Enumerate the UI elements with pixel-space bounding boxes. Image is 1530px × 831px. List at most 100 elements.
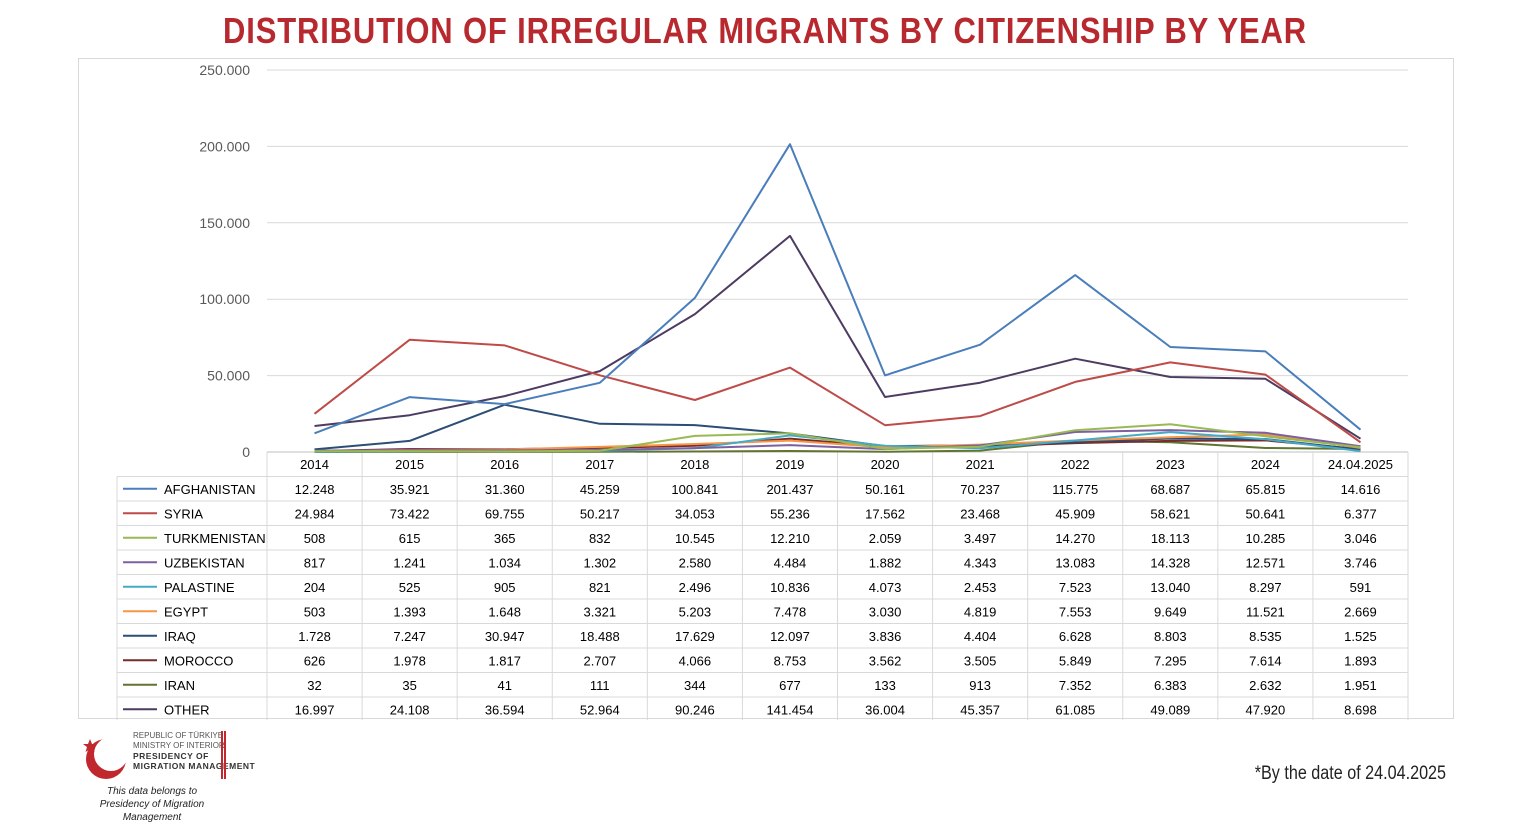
data-table-cell: 73.422 — [390, 506, 430, 521]
data-table-cell: 6.628 — [1059, 629, 1092, 644]
data-table-cell: 90.246 — [675, 702, 715, 717]
data-table-cell: 45.909 — [1055, 506, 1095, 521]
data-table-cell: 821 — [589, 580, 611, 595]
data-table-cell: 4.343 — [964, 555, 997, 570]
data-table-cell: 14.270 — [1055, 531, 1095, 546]
data-table-cell: 6.383 — [1154, 678, 1187, 693]
data-table-cell: 913 — [969, 678, 991, 693]
data-table-cell: 7.478 — [774, 604, 807, 619]
data-table-cell: 344 — [684, 678, 706, 693]
x-tick-label: 2016 — [490, 457, 519, 472]
data-table-cell: 7.295 — [1154, 653, 1187, 668]
x-tick-label: 2017 — [585, 457, 614, 472]
data-table-cell: 30.947 — [485, 629, 525, 644]
series-line-other — [314, 234, 1362, 440]
data-table-cell: 35 — [402, 678, 416, 693]
data-table-cell: 591 — [1350, 580, 1372, 595]
data-table-cell: 1.893 — [1344, 653, 1377, 668]
data-table-cell: 8.297 — [1249, 580, 1282, 595]
data-table-cell: 31.360 — [485, 482, 525, 497]
data-table-cell: 17.562 — [865, 506, 905, 521]
data-table-cell: 4.066 — [679, 653, 712, 668]
chart-frame: 0 50.000 100.000 150.000 200.000 250.000 2014 2… — [78, 58, 1454, 720]
y-tick-label: 150.000 — [199, 215, 250, 231]
series-line-turkmenistan — [314, 423, 1361, 453]
x-tick-label: 2021 — [966, 457, 995, 472]
x-tick-label: 2024 — [1251, 457, 1280, 472]
data-table-cell: 45.259 — [580, 482, 620, 497]
data-table-cell: 9.649 — [1154, 604, 1187, 619]
data-table-cell: 1.525 — [1344, 629, 1377, 644]
y-tick-label: 200.000 — [199, 138, 250, 154]
x-tick-label: 2023 — [1156, 457, 1185, 472]
data-table-cell: 1.882 — [869, 555, 902, 570]
data-table-cell: 47.920 — [1245, 702, 1285, 717]
data-table-cell: 3.030 — [869, 604, 902, 619]
data-table-cell: 1.241 — [393, 555, 426, 570]
data-table-cell: 35.921 — [390, 482, 430, 497]
data-table-cell: 13.040 — [1150, 580, 1190, 595]
y-tick-label: 50.000 — [207, 368, 250, 384]
data-table-cell: 5.203 — [679, 604, 712, 619]
data-table-cell: 23.468 — [960, 506, 1000, 521]
data-owner-note: This data belongs to Presidency of Migra… — [78, 785, 226, 824]
data-table-cell: 5.849 — [1059, 653, 1092, 668]
footnote: *By the date of 24.04.2025 — [1254, 763, 1446, 784]
data-table-cell: 8.535 — [1249, 629, 1282, 644]
x-tick-label: 2015 — [395, 457, 424, 472]
y-tick-label: 250.000 — [199, 62, 250, 78]
data-table-cell: 626 — [304, 653, 326, 668]
series-line-afghanistan — [314, 143, 1362, 435]
data-table-cell: 50.217 — [580, 506, 620, 521]
series-line-syria — [313, 338, 1362, 444]
data-table-cell: 2.632 — [1249, 678, 1282, 693]
data-table-cell: 100.841 — [671, 482, 718, 497]
data-table-cell: 3.321 — [584, 604, 617, 619]
data-table-cell: 133 — [874, 678, 896, 693]
y-tick-label: 100.000 — [199, 291, 250, 307]
crescent-star-logo-icon — [83, 737, 128, 779]
data-table-cell: 70.237 — [960, 482, 1000, 497]
data-table-cell: 1.034 — [488, 555, 521, 570]
data-table-cell: 16.997 — [295, 702, 335, 717]
data-table-cell: 49.089 — [1150, 702, 1190, 717]
data-table-cell: 2.496 — [679, 580, 712, 595]
data-table-cell: 14.616 — [1341, 482, 1381, 497]
data-table-cell: 4.484 — [774, 555, 807, 570]
logo-line-1: REPUBLIC OF TÜRKIYE — [133, 731, 224, 740]
data-table-cell: 3.505 — [964, 653, 997, 668]
legend-label: MOROCCO — [164, 653, 233, 668]
data-table-cell: 10.545 — [675, 531, 715, 546]
data-table-cell: 55.236 — [770, 506, 810, 521]
data-table-cell: 52.964 — [580, 702, 620, 717]
data-table-cell: 65.815 — [1245, 482, 1285, 497]
legend-label: IRAQ — [164, 629, 196, 644]
legend-label: TURKMENISTAN — [164, 531, 266, 546]
data-table-cell: 677 — [779, 678, 801, 693]
data-table-cell: 12.097 — [770, 629, 810, 644]
data-table-cell: 24.108 — [390, 702, 430, 717]
data-table-cell: 58.621 — [1150, 506, 1190, 521]
data-table-cell: 8.803 — [1154, 629, 1187, 644]
data-table-cell: 7.553 — [1059, 604, 1092, 619]
data-table-cell: 7.247 — [393, 629, 426, 644]
x-tick-label: 2018 — [680, 457, 709, 472]
x-tick-label: 2022 — [1061, 457, 1090, 472]
data-table-cell: 36.004 — [865, 702, 905, 717]
data-table-cell: 2.580 — [679, 555, 712, 570]
page-title: DISTRIBUTION OF IRREGULAR MIGRANTS BY CI… — [223, 10, 1307, 51]
data-table-cell: 2.059 — [869, 531, 902, 546]
data-table-cell: 3.562 — [869, 653, 902, 668]
data-table-cell: 50.161 — [865, 482, 905, 497]
data-table-cell: 2.707 — [584, 653, 617, 668]
data-table-cell: 6.377 — [1344, 506, 1377, 521]
data-table-cell: 905 — [494, 580, 516, 595]
data-table-cell: 4.073 — [869, 580, 902, 595]
data-table-cell: 3.836 — [869, 629, 902, 644]
x-tick-label: 2019 — [775, 457, 804, 472]
data-table-cell: 4.819 — [964, 604, 997, 619]
data-table-cell: 10.285 — [1245, 531, 1285, 546]
data-table-cell: 111 — [590, 678, 610, 693]
data-table-cell: 615 — [399, 531, 421, 546]
data-table-cell: 1.302 — [584, 555, 617, 570]
